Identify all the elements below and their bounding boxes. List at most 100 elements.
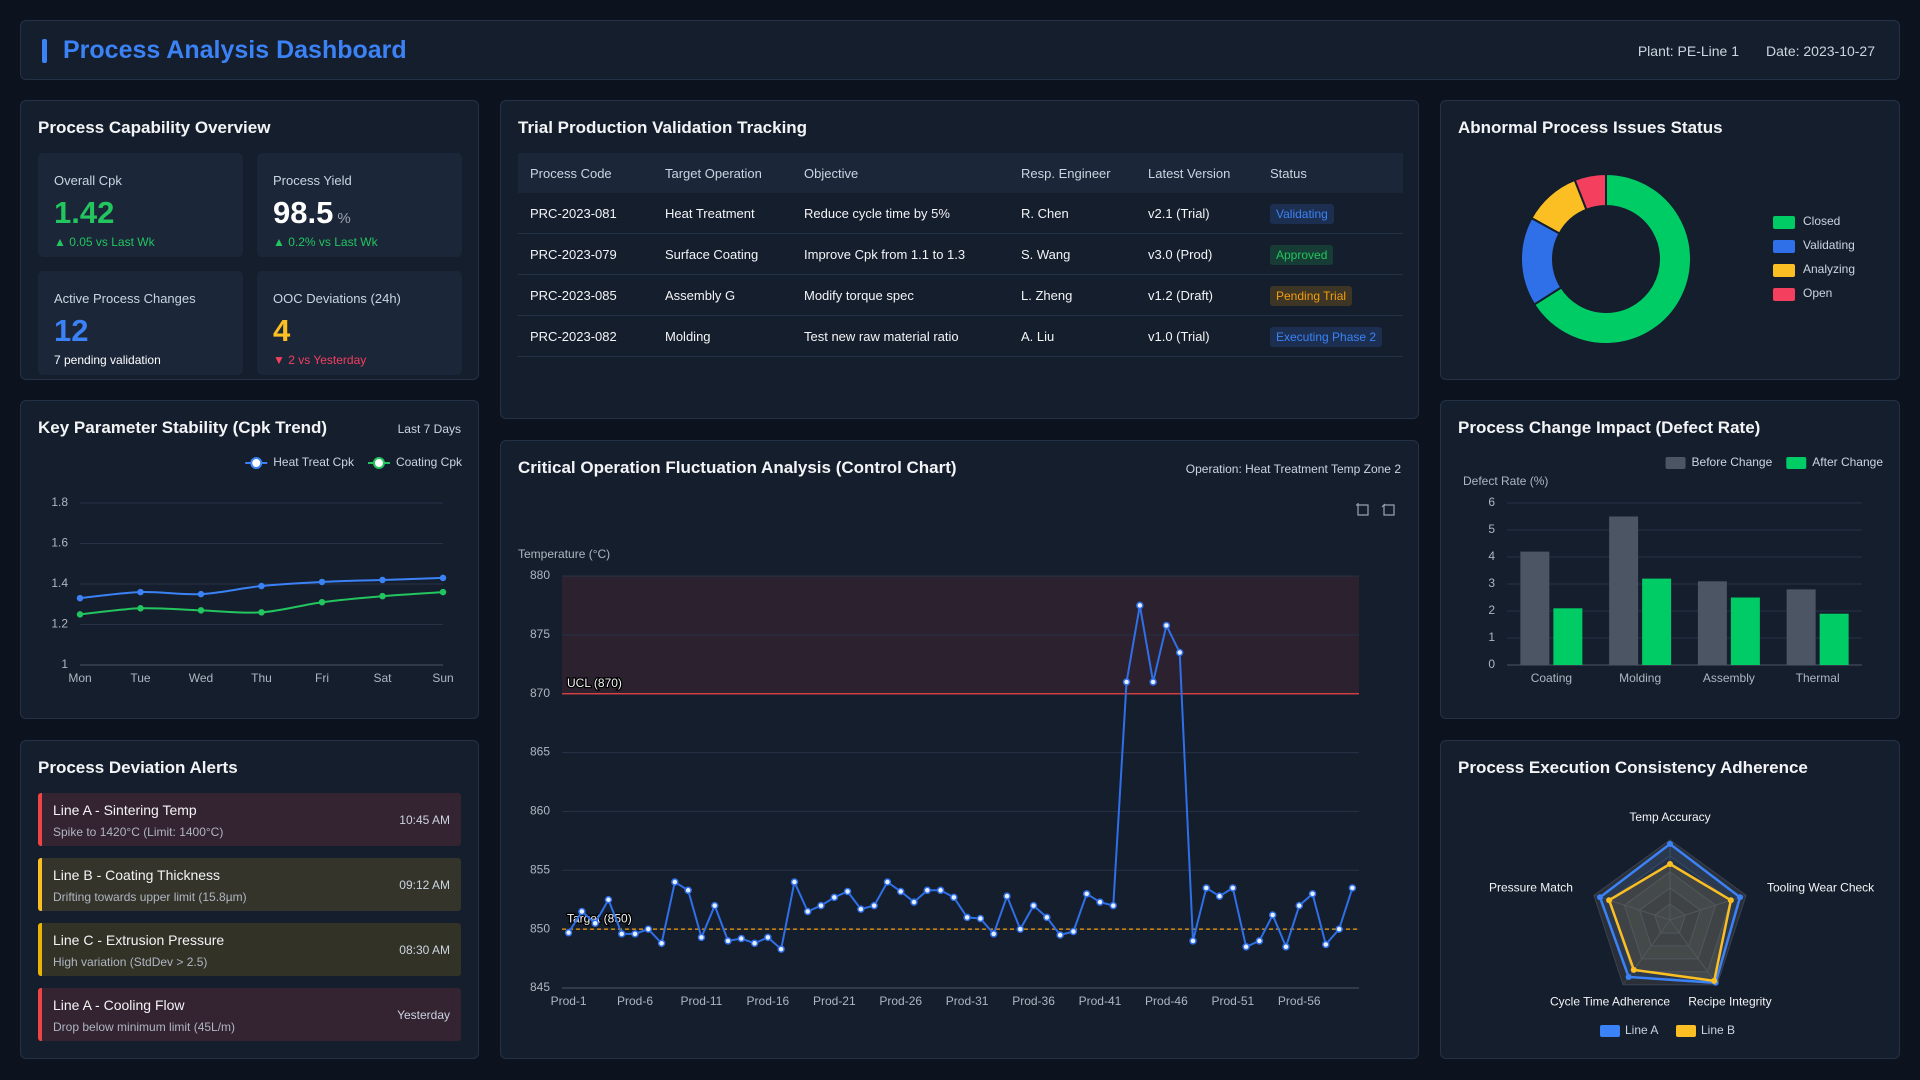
data-point (936, 886, 945, 895)
kpi-note: ▲ 0.05 vs Last Wk (54, 235, 155, 249)
status-badge: Approved (1270, 244, 1334, 265)
data-point (1229, 884, 1237, 892)
legend-label: Line B (1701, 1023, 1735, 1037)
trials-panel: Trial Production Validation Tracking Pro… (500, 100, 1419, 419)
data-point (617, 930, 626, 938)
data-point (857, 905, 865, 913)
data-point (1069, 927, 1078, 936)
data-point (76, 594, 84, 602)
kpi-card: OOC Deviations (24h) 4 ▼ 2 vs Yesterday (257, 271, 462, 375)
axis-label: Tooling Wear Check (1767, 881, 1875, 895)
data-point (578, 907, 586, 916)
reset-icon[interactable] (1381, 503, 1395, 516)
data-point (1016, 925, 1025, 933)
data-point (604, 895, 613, 904)
data-point (697, 933, 706, 942)
data-point (950, 893, 958, 902)
status-badge: Executing Phase 2 (1270, 326, 1383, 347)
alert-time: 10:45 AM (399, 813, 450, 827)
impact-panel: 0 1 2 3 4 5 6 Defect Rate (%) Coating Molding Asse… (1440, 400, 1900, 719)
y-tick-label: 0 (1488, 657, 1495, 671)
bar (1553, 608, 1583, 665)
panel-title: Process Capability Overview (38, 118, 271, 137)
data-point (724, 937, 732, 945)
kpi-card: Process Yield 98.5% ▲ 0.2% vs Last Wk (257, 153, 462, 257)
bar (1642, 578, 1672, 665)
title-accent (42, 39, 47, 63)
legend-label: Heat Treat Cpk (273, 455, 355, 469)
panel-title: Process Execution Consistency Adherence (1458, 758, 1808, 777)
date-label: Date: 2023-10-27 (1766, 43, 1875, 59)
axis-label: Pressure Match (1489, 881, 1573, 895)
legend-marker (250, 457, 263, 469)
alert-item: Line A - Cooling Flow Drop below minimum … (38, 988, 461, 1041)
y-tick-label: 1 (61, 657, 68, 671)
radar-point (1667, 861, 1673, 867)
x-tick-label: Thermal (1796, 671, 1840, 685)
radar-area (1607, 862, 1733, 983)
data-point (379, 592, 386, 600)
table-cell: Assembly G (653, 274, 792, 316)
table-cell: Pending Trial (1258, 274, 1403, 316)
radar-point (1727, 897, 1734, 904)
table-cell: Approved (1258, 233, 1403, 275)
kpi-label: OOC Deviations (24h) (273, 291, 401, 306)
axis-label: Cycle Time Adherence (1550, 995, 1670, 1009)
kpi-unit: % (337, 210, 351, 227)
header: Process Analysis Dashboard Plant: PE-Lin… (20, 20, 1900, 80)
zoom-icon[interactable] (1356, 503, 1369, 516)
x-tick-label: Coating (1531, 671, 1572, 685)
panel-title: Critical Operation Fluctuation Analysis … (518, 458, 957, 477)
radar-spoke (1669, 919, 1718, 986)
data-point (1189, 937, 1197, 945)
column-header: Latest Version (1136, 153, 1258, 193)
radar-point (1606, 897, 1613, 904)
kpi-label: Process Yield (273, 173, 352, 188)
bar (1697, 581, 1727, 665)
data-point (1109, 901, 1118, 910)
data-point (1149, 678, 1157, 686)
legend-swatch (1773, 216, 1795, 229)
table-cell: Surface Coating (653, 233, 792, 275)
pie-slice (1532, 172, 1692, 345)
radar-area (1598, 842, 1742, 985)
y-tick-label: 870 (530, 686, 550, 700)
legend-label: Validating (1803, 238, 1855, 252)
table-cell: PRC-2023-085 (518, 274, 653, 316)
kpi-note: ▲ 0.2% vs Last Wk (273, 235, 378, 249)
y-tick-label: 845 (530, 980, 550, 994)
data-point (684, 886, 692, 895)
panel-title: Process Deviation Alerts (38, 758, 238, 777)
data-point (843, 887, 852, 896)
x-tick-label: Prod-21 (813, 994, 856, 1008)
table-row: PRC-2023-085 Assembly G Modify torque spec… (518, 274, 1403, 316)
radar-spoke (1622, 919, 1671, 986)
table-cell: PRC-2023-079 (518, 233, 653, 275)
legend-label: After Change (1812, 455, 1883, 469)
data-point (883, 878, 892, 886)
table-cell: PRC-2023-082 (518, 315, 653, 357)
data-point (591, 919, 599, 928)
alert-title: Line B - Coating Thickness (53, 867, 221, 883)
table-cell: Validating (1258, 193, 1403, 234)
data-point (137, 588, 144, 596)
dashboard-title: Process Analysis Dashboard (63, 36, 407, 64)
data-point (910, 898, 918, 906)
panel-title: Trial Production Validation Tracking (518, 118, 808, 137)
panel-title: Process Change Impact (Defect Rate) (1458, 418, 1761, 437)
table-cell: Molding (653, 315, 792, 357)
alert-title: Line C - Extrusion Pressure (53, 932, 225, 948)
column-header: Resp. Engineer (1009, 153, 1136, 193)
column-header: Status (1258, 153, 1403, 193)
data-point (1029, 901, 1038, 910)
data-point (764, 933, 772, 942)
data-point (1242, 943, 1250, 951)
data-point (989, 930, 998, 938)
table-cell: Test new raw material ratio (792, 315, 1009, 357)
legend-label: Closed (1803, 214, 1840, 228)
y-tick-label: 6 (1488, 495, 1495, 509)
chart-toolbar[interactable] (1356, 501, 1406, 517)
data-point (737, 934, 746, 943)
data-point (870, 901, 878, 910)
